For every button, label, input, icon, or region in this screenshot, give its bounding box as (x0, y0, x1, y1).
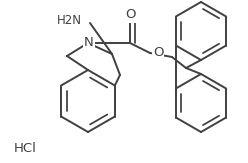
Text: HCl: HCl (14, 141, 37, 155)
Text: H2N: H2N (57, 15, 82, 28)
Text: O: O (125, 8, 135, 22)
Text: O: O (153, 45, 163, 59)
Text: N: N (84, 37, 94, 50)
